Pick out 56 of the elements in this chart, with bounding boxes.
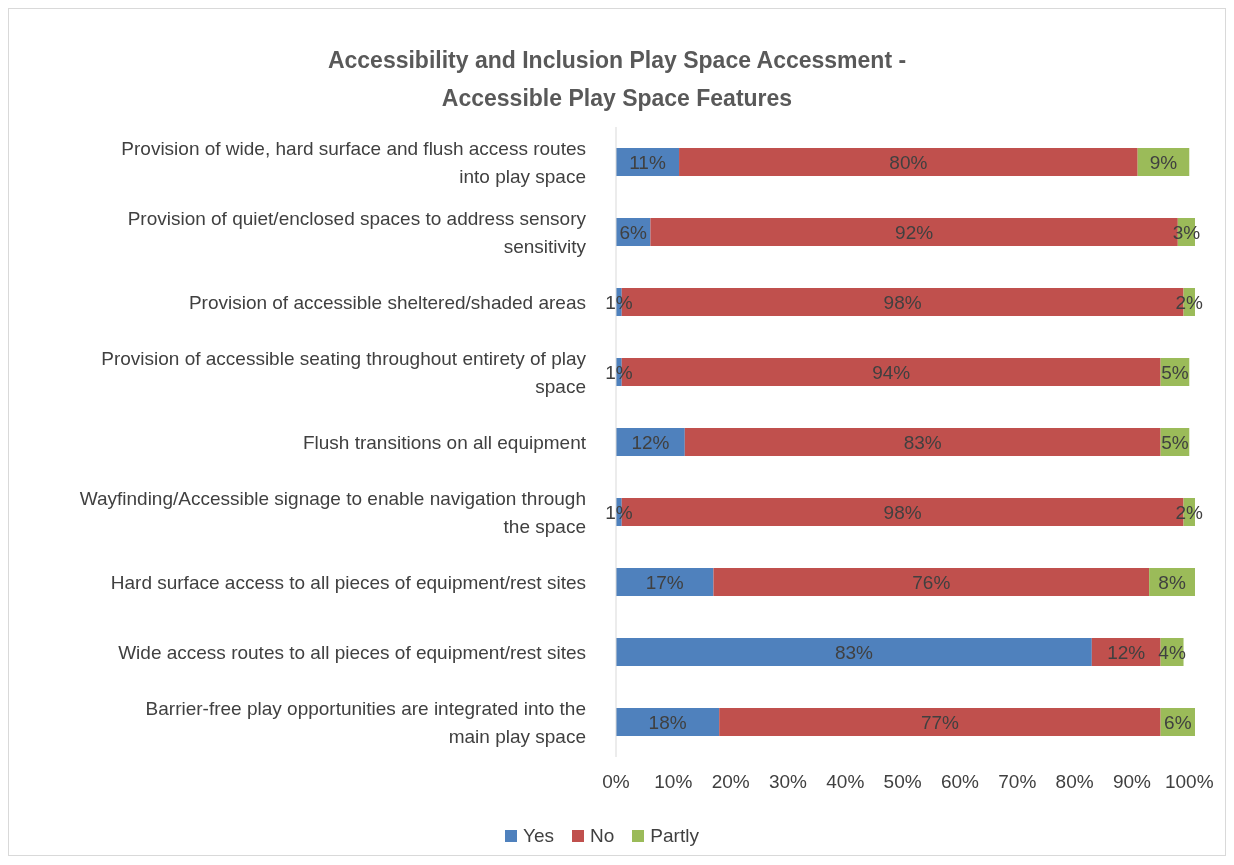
data-label: 6% <box>1164 711 1192 733</box>
x-tick-label: 30% <box>768 771 808 793</box>
data-label: 8% <box>1158 571 1186 593</box>
data-label: 12% <box>1107 641 1146 663</box>
legend-label: Yes <box>522 825 555 847</box>
x-tick-label: 60% <box>940 771 980 793</box>
bar <box>713 568 1150 596</box>
data-label: 5% <box>1161 361 1189 383</box>
data-label: 98% <box>883 291 922 313</box>
data-label: 98% <box>883 501 922 523</box>
bar <box>719 708 1161 736</box>
data-label: 6% <box>619 221 648 243</box>
x-tick-label: 10% <box>654 771 693 793</box>
bar <box>616 638 1092 666</box>
bar <box>679 148 1138 176</box>
x-tick-label: 0% <box>602 771 630 793</box>
data-label: 76% <box>912 571 951 593</box>
data-label: 12% <box>631 431 670 453</box>
y-tick-label: Wide access routes to all pieces of equipment/rest sites <box>118 641 586 663</box>
y-tick-label: Barrier-free play opportunities are integrated into the main play space <box>145 697 586 747</box>
x-tick-label: 80% <box>1055 771 1094 793</box>
data-label: 94% <box>872 361 911 383</box>
data-label: 92% <box>895 221 934 243</box>
bar <box>616 708 720 736</box>
data-label: 18% <box>648 711 687 733</box>
bar <box>616 568 714 596</box>
y-tick-label: Hard surface access to all pieces of equipment/rest sites <box>110 571 586 593</box>
data-label: 2% <box>1175 501 1204 523</box>
data-label: 9% <box>1149 151 1178 173</box>
y-tick-label: Provision of accessible sheltered/shaded areas <box>188 291 586 313</box>
data-label: 83% <box>834 641 874 663</box>
data-label: 1% <box>605 361 633 383</box>
x-tick-label: 50% <box>883 771 922 793</box>
data-label: 5% <box>1161 431 1189 453</box>
y-tick-label: Wayfinding/Accessible signage to enable navigation through the space <box>79 487 586 537</box>
x-tick-label: 100% <box>1164 771 1214 793</box>
data-label: 1% <box>605 501 633 523</box>
data-label: 83% <box>903 431 942 453</box>
legend-label: Partly <box>649 825 699 847</box>
data-label: 2% <box>1175 291 1204 313</box>
x-tick-label: 40% <box>826 771 865 793</box>
x-tick-label: 20% <box>711 771 750 793</box>
legend-label: No <box>589 825 615 847</box>
chart-title: Accessibility and Inclusion Play Space Accessment - Accessible Play Space Features <box>326 46 908 113</box>
bar <box>684 428 1161 456</box>
y-tick-label: Provision of wide, hard surface and flush access routes into play space <box>121 137 586 187</box>
data-label: 17% <box>645 571 684 593</box>
y-tick-label: Provision of accessible seating throughout entirety of play space <box>101 347 587 397</box>
data-label: 1% <box>605 291 633 313</box>
y-tick-label: Provision of quiet/enclosed spaces to address sensory sensitivity <box>127 207 587 257</box>
y-tick-label: Flush transitions on all equipment <box>302 431 587 453</box>
x-tick-label: 70% <box>998 771 1037 793</box>
x-tick-label: 90% <box>1112 771 1152 793</box>
data-label: 77% <box>920 711 960 733</box>
data-label: 80% <box>889 151 928 173</box>
data-label: 11% <box>629 151 666 173</box>
